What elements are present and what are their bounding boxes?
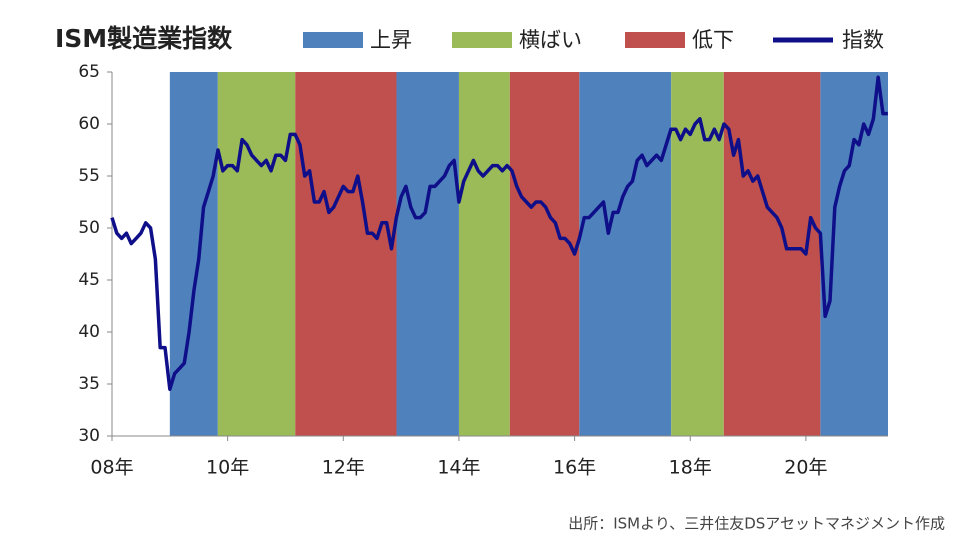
y-tick-label: 45: [78, 270, 100, 290]
legend-label: 横ばい: [519, 28, 582, 52]
phase-band: [217, 72, 296, 436]
x-tick-label: 10年: [206, 457, 249, 479]
x-tick-label: 12年: [322, 457, 365, 479]
phase-band: [671, 72, 724, 436]
index-line: [110, 75, 888, 391]
y-tick-label: 50: [78, 218, 100, 238]
legend-swatch: [625, 32, 685, 48]
x-tick-label: 18年: [669, 457, 712, 479]
y-tick-label: 35: [78, 374, 100, 394]
legend-swatch: [452, 32, 512, 48]
y-tick-label: 30: [78, 426, 100, 446]
x-tick-label: 14年: [437, 457, 480, 479]
y-tick-label: 60: [78, 114, 100, 134]
phase-band: [820, 72, 888, 436]
x-tick-label: 16年: [553, 457, 596, 479]
phase-band: [295, 72, 397, 436]
legend-label: 上昇: [370, 28, 412, 52]
phase-band: [579, 72, 672, 436]
phase-band: [509, 72, 580, 436]
y-tick-label: 40: [78, 322, 100, 342]
y-tick-label: 55: [78, 166, 100, 186]
legend-swatch: [303, 32, 363, 48]
phase-band: [169, 72, 218, 436]
phase-band: [396, 72, 459, 436]
chart-title: ISM製造業指数: [55, 24, 233, 53]
legend-label: 指数: [842, 28, 884, 52]
phase-band: [458, 72, 510, 436]
source-note: 出所：ISMより、三井住友DSアセットマネジメント作成: [568, 515, 945, 533]
legend-label: 低下: [692, 28, 734, 52]
x-tick-label: 08年: [90, 457, 133, 479]
x-tick-label: 20年: [784, 457, 827, 479]
y-tick-label: 65: [78, 62, 100, 82]
